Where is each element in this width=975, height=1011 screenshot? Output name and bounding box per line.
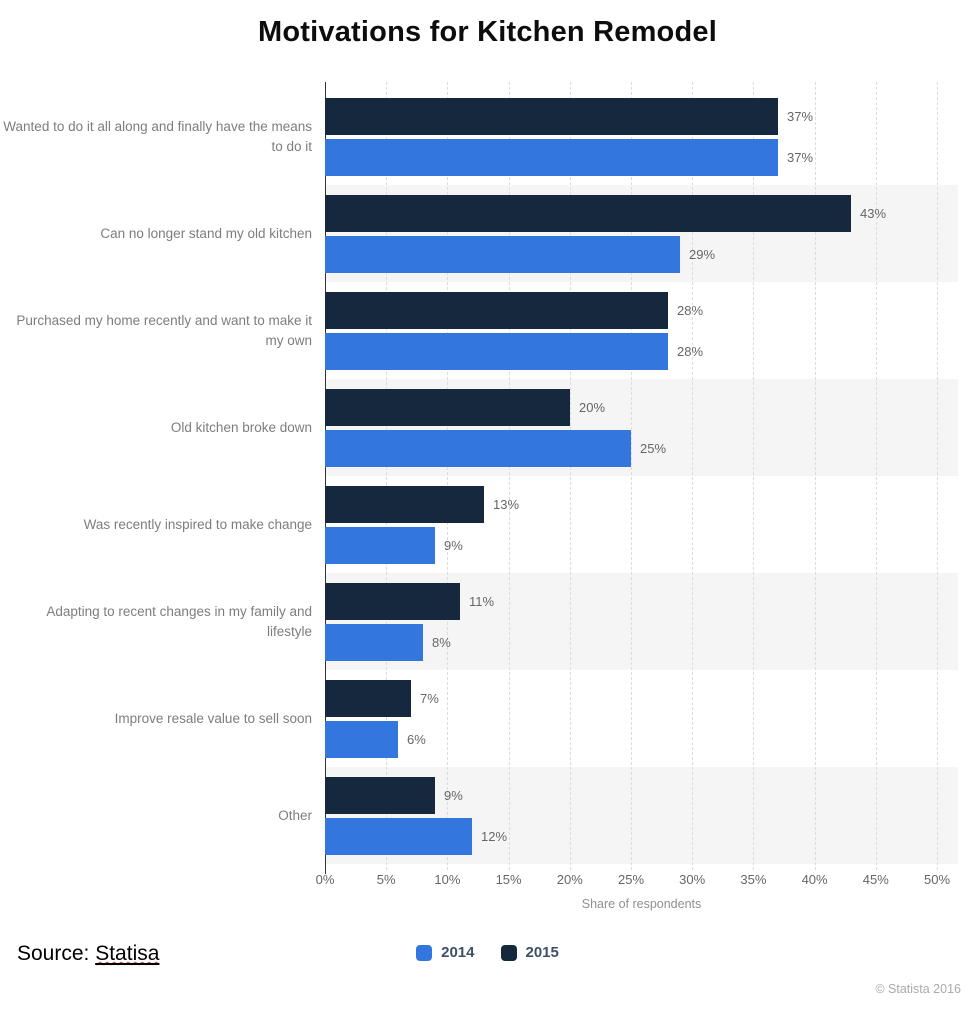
legend-swatch-2015-icon xyxy=(500,944,517,961)
chart-row: Other 9% 12% xyxy=(0,767,975,864)
category-label: Was recently inspired to make change xyxy=(83,516,312,532)
bar-2014 xyxy=(325,624,423,661)
chart-area: Wanted to do it all along and finally ha… xyxy=(0,82,975,874)
chart-row: Wanted to do it all along and finally ha… xyxy=(0,88,975,185)
copyright-notice: © Statista 2016 xyxy=(875,982,961,996)
chart-row: Adapting to recent changes in my family … xyxy=(0,573,975,670)
bar-2014 xyxy=(325,236,680,273)
plot-cell: 20% 25% xyxy=(325,379,958,476)
plot-cell: 7% 6% xyxy=(325,670,958,767)
chart-row: Can no longer stand my old kitchen 43% 29% xyxy=(0,185,975,282)
source-prefix: Source: xyxy=(17,942,96,965)
plot-cell: 28% 28% xyxy=(325,282,958,379)
source-name: Statisa xyxy=(95,942,160,965)
category-label: Old kitchen broke down xyxy=(170,419,312,435)
x-tick-label: 35% xyxy=(740,872,767,887)
category-label: Purchased my home recently and want to m… xyxy=(16,312,312,348)
legend-label-2014: 2014 xyxy=(441,944,475,961)
category-label: Adapting to recent changes in my family … xyxy=(46,603,312,639)
bar-2015 xyxy=(325,583,460,620)
source-line: Source: Statisa xyxy=(17,942,159,966)
x-tick-label: 45% xyxy=(862,872,889,887)
x-axis-ticks: 0% 5% 10% 15% 20% 25% 30% 35% 40% 45% 50% xyxy=(316,872,958,890)
bar-value-label: 6% xyxy=(407,732,426,747)
x-tick-label: 0% xyxy=(315,872,335,887)
bar-2014 xyxy=(325,333,668,370)
bar-value-label: 25% xyxy=(640,441,667,456)
plot-cell: 37% 37% xyxy=(325,88,958,185)
category-label: Wanted to do it all along and finally ha… xyxy=(3,118,312,154)
plot-cell: 13% 9% xyxy=(325,476,958,573)
legend-swatch-2014-icon xyxy=(416,944,433,961)
x-tick-label: 20% xyxy=(556,872,583,887)
bar-2015 xyxy=(325,195,851,232)
x-tick-label: 30% xyxy=(679,872,706,887)
bar-value-label: 12% xyxy=(481,829,508,844)
plot-cell: 43% 29% xyxy=(325,185,958,282)
bar-value-label: 29% xyxy=(689,247,716,262)
bar-value-label: 28% xyxy=(677,344,704,359)
chart-row: Improve resale value to sell soon 7% 6% xyxy=(0,670,975,767)
bar-2014 xyxy=(325,430,631,467)
chart-row: Was recently inspired to make change 13% 9… xyxy=(0,476,975,573)
bar-value-label: 9% xyxy=(444,788,463,803)
x-tick-label: 5% xyxy=(376,872,396,887)
bar-value-label: 8% xyxy=(432,635,451,650)
plot-cell: 9% 12% xyxy=(325,767,958,864)
bar-2014 xyxy=(325,721,398,758)
x-tick-label: 15% xyxy=(495,872,522,887)
x-tick-label: 25% xyxy=(617,872,645,887)
category-label: Can no longer stand my old kitchen xyxy=(100,225,312,241)
plot-cell: 11% 8% xyxy=(325,573,958,670)
bar-value-label: 9% xyxy=(444,538,463,553)
bar-2015 xyxy=(325,98,778,135)
bar-value-label: 7% xyxy=(420,691,439,706)
x-tick-label: 10% xyxy=(434,872,461,887)
bar-2015 xyxy=(325,680,411,717)
x-tick-label: 40% xyxy=(801,872,828,887)
legend: 2014 2015 xyxy=(0,944,975,961)
bar-2014 xyxy=(325,139,778,176)
bar-value-label: 28% xyxy=(677,303,704,318)
legend-item-2015: 2015 xyxy=(500,944,559,961)
x-axis-title: Share of respondents xyxy=(581,897,702,911)
bar-value-label: 43% xyxy=(860,206,887,221)
bar-2015 xyxy=(325,292,668,329)
bar-2014 xyxy=(325,527,435,564)
bar-2015 xyxy=(325,486,484,523)
bar-value-label: 37% xyxy=(787,150,814,165)
bar-2014 xyxy=(325,818,472,855)
bar-2015 xyxy=(325,777,435,814)
legend-label-2015: 2015 xyxy=(525,944,559,961)
chart-title: Motivations for Kitchen Remodel xyxy=(258,16,717,48)
chart-row: Purchased my home recently and want to m… xyxy=(0,282,975,379)
x-tick-label: 50% xyxy=(923,872,951,887)
bar-value-label: 11% xyxy=(469,594,495,609)
chart-rows: Wanted to do it all along and finally ha… xyxy=(0,88,975,864)
bar-value-label: 20% xyxy=(579,400,606,415)
category-label: Improve resale value to sell soon xyxy=(114,710,312,726)
legend-item-2014: 2014 xyxy=(416,944,475,961)
chart-row: Old kitchen broke down 20% 25% xyxy=(0,379,975,476)
bar-value-label: 37% xyxy=(787,109,814,124)
category-label: Other xyxy=(278,807,312,823)
bar-value-label: 13% xyxy=(493,497,520,512)
bar-2015 xyxy=(325,389,570,426)
